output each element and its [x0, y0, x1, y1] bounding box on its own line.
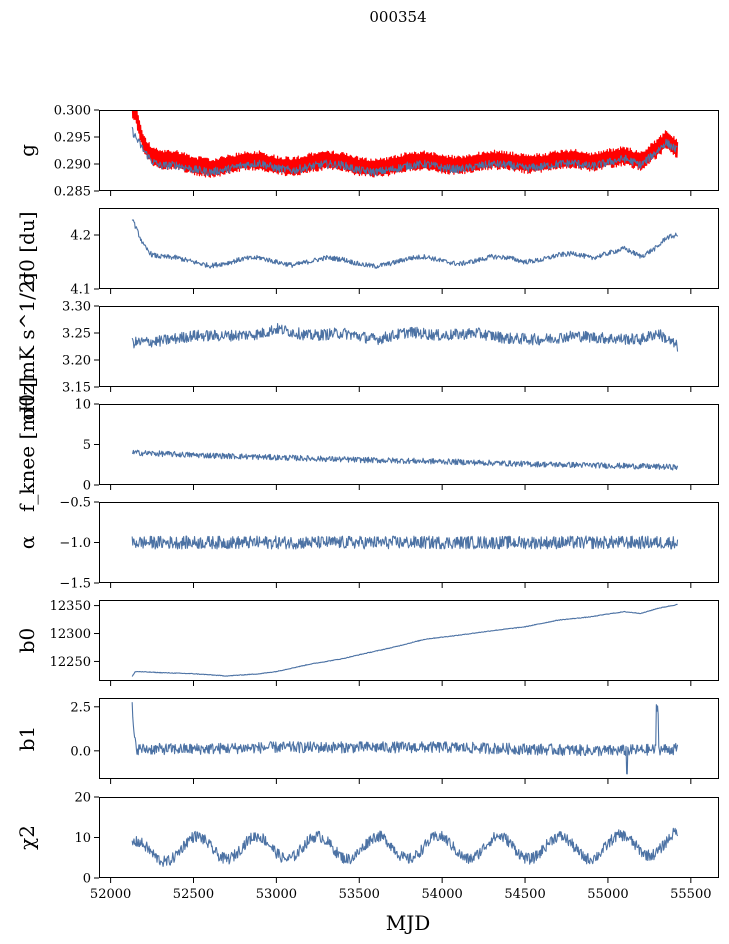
y-axis-title: χ2: [15, 825, 39, 850]
panel-5-lines: [131, 535, 679, 550]
panel-4: 0 5 10 f_knee [mHz]: [15, 377, 719, 512]
y-tick-label: 3.20: [62, 354, 91, 369]
y-axis-title: α: [15, 536, 39, 550]
y-axis-title: g: [15, 144, 39, 157]
y-tick-label: −1.5: [59, 577, 91, 592]
panel-7: 0.0 2.5 b1: [15, 698, 719, 784]
y-axis-title: σ0 [mK s^1/2]: [15, 273, 39, 421]
y-tick-label: 2.5: [70, 700, 91, 715]
y-tick-label: 10: [74, 398, 91, 413]
y-tick-label: 3.30: [62, 300, 91, 315]
panel-8-frame: [99, 797, 719, 878]
x-tick-label: 55500: [670, 887, 711, 902]
y-tick-label: 4.2: [70, 229, 91, 244]
x-tick-label: 54000: [421, 887, 462, 902]
panel-1-series-2: [131, 126, 678, 177]
panel-7-series-1: [131, 702, 679, 775]
panel-3: 3.15 3.20 3.25 3.30 σ0 [mK s^1/2]: [15, 273, 719, 421]
panel-6: 12250 12300 12350 b0: [15, 599, 719, 686]
panel-6-lines: [131, 603, 678, 677]
figure-title: 000354: [369, 8, 426, 26]
y-tick-label: −1.0: [59, 536, 91, 551]
panel-6-series-1: [131, 603, 678, 677]
panel-2-series-1: [131, 219, 679, 269]
panel-1-series-1: [131, 110, 679, 178]
panel-1-lines: [131, 110, 679, 178]
y-tick-label: 0: [83, 479, 91, 494]
panel-5-series-1: [131, 535, 679, 550]
panel-2-lines: [131, 219, 679, 269]
y-tick-label: 4.1: [70, 283, 91, 298]
y-tick-label: 3.15: [62, 381, 91, 396]
y-axis-title: f_knee [mHz]: [15, 377, 39, 512]
panel-3-lines: [131, 323, 679, 352]
y-axis-title: b1: [15, 726, 39, 752]
y-tick-label: 0.295: [54, 131, 91, 146]
panel-5: −1.5 −1.0 −0.5 α: [15, 496, 719, 592]
x-tick-label: 52000: [90, 887, 131, 902]
x-tick-label: 53000: [256, 887, 297, 902]
x-tick-label: 55000: [587, 887, 628, 902]
y-tick-label: 12350: [50, 599, 91, 614]
panel-8: 0 10 20 52000 52500 53000 53500 54000 54500 55000…: [15, 791, 719, 902]
panel-3-series-1: [131, 323, 679, 352]
y-tick-label: 5: [83, 438, 91, 453]
y-tick-label: 0.285: [54, 185, 91, 200]
x-tick-label: 52500: [173, 887, 214, 902]
panel-1: 0.285 0.290 0.295 0.300 g: [15, 104, 719, 200]
y-tick-label: −0.5: [59, 496, 91, 511]
panel-7-frame: [99, 698, 719, 779]
panel-6-frame: [99, 600, 719, 681]
panel-3-frame: [99, 306, 719, 387]
panel-8-series-1: [131, 827, 679, 867]
y-tick-label: 3.25: [62, 327, 91, 342]
panel-4-lines: [132, 449, 679, 471]
panel-2-frame: [99, 208, 719, 289]
y-axis-title: b0: [15, 628, 39, 654]
x-tick-label: 54500: [504, 887, 545, 902]
panel-7-lines: [131, 702, 679, 775]
panel-4-frame: [99, 404, 719, 485]
y-tick-label: 20: [74, 791, 91, 806]
y-tick-label: 0.0: [70, 744, 91, 759]
panel-2: 4.1 4.2 σ0 [du]: [15, 208, 719, 298]
panel-5-frame: [99, 502, 719, 583]
panel-1-frame: [99, 110, 719, 191]
y-tick-label: 12300: [50, 627, 91, 642]
panel-8-lines: [131, 827, 679, 867]
x-tick-label: 53500: [339, 887, 380, 902]
y-axis-title: σ0 [du]: [15, 211, 39, 285]
x-axis-title: MJD: [386, 911, 431, 935]
y-tick-label: 12250: [50, 655, 91, 670]
y-tick-label: 0.290: [54, 158, 91, 173]
panel-4-series-1: [132, 449, 679, 471]
y-tick-label: 10: [74, 831, 91, 846]
y-tick-label: 0.300: [54, 104, 91, 119]
y-tick-label: 0: [83, 872, 91, 887]
